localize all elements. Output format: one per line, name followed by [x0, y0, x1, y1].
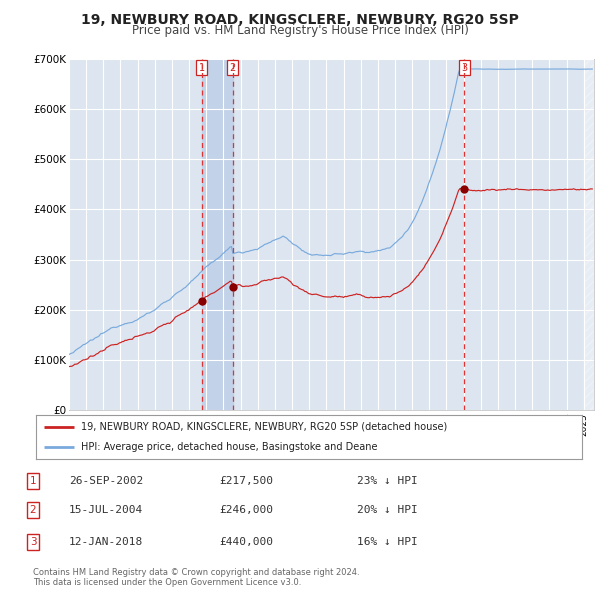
Text: 3: 3 [461, 63, 467, 73]
Text: £440,000: £440,000 [219, 537, 273, 546]
Text: 20% ↓ HPI: 20% ↓ HPI [357, 506, 418, 515]
Bar [202, 59, 233, 410]
Text: 19, NEWBURY ROAD, KINGSCLERE, NEWBURY, RG20 5SP (detached house): 19, NEWBURY ROAD, KINGSCLERE, NEWBURY, R… [81, 422, 447, 432]
Text: 2: 2 [29, 506, 37, 515]
Text: 26-SEP-2002: 26-SEP-2002 [69, 476, 143, 486]
Text: 12-JAN-2018: 12-JAN-2018 [69, 537, 143, 546]
Text: 3: 3 [29, 537, 37, 546]
Text: £217,500: £217,500 [219, 476, 273, 486]
Text: 16% ↓ HPI: 16% ↓ HPI [357, 537, 418, 546]
Text: 1: 1 [29, 476, 37, 486]
Text: 19, NEWBURY ROAD, KINGSCLERE, NEWBURY, RG20 5SP: 19, NEWBURY ROAD, KINGSCLERE, NEWBURY, R… [81, 13, 519, 27]
Text: Price paid vs. HM Land Registry's House Price Index (HPI): Price paid vs. HM Land Registry's House … [131, 24, 469, 37]
Text: Contains HM Land Registry data © Crown copyright and database right 2024.
This d: Contains HM Land Registry data © Crown c… [33, 568, 359, 587]
Text: 23% ↓ HPI: 23% ↓ HPI [357, 476, 418, 486]
Text: 1: 1 [199, 63, 205, 73]
Text: 15-JUL-2004: 15-JUL-2004 [69, 506, 143, 515]
Text: 2: 2 [230, 63, 236, 73]
Text: HPI: Average price, detached house, Basingstoke and Deane: HPI: Average price, detached house, Basi… [81, 442, 377, 452]
Text: £246,000: £246,000 [219, 506, 273, 515]
